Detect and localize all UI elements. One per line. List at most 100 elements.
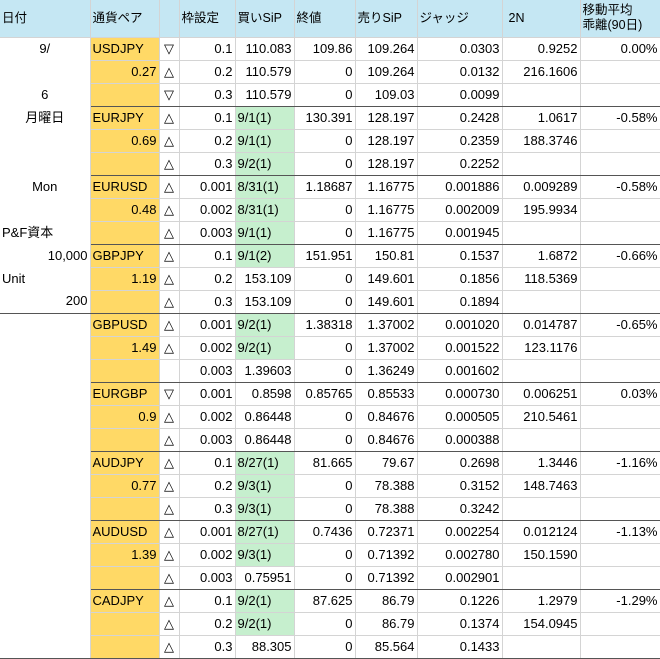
header-2n[interactable]: 2N: [502, 0, 581, 38]
close-value[interactable]: 0: [294, 198, 356, 222]
sell-ip-value[interactable]: 1.36249: [355, 359, 418, 383]
judge-value[interactable]: 0.002254: [417, 520, 503, 544]
slot-value[interactable]: 0.3: [179, 290, 236, 314]
left-cell[interactable]: [0, 543, 91, 566]
pair-label[interactable]: EURJPY: [90, 106, 160, 130]
two-n-value[interactable]: 150.1590: [502, 543, 581, 567]
two-n-value[interactable]: 188.3746: [502, 129, 581, 153]
pair-label[interactable]: USDJPY: [90, 37, 160, 61]
buy-ip-value[interactable]: 9/2(1): [235, 589, 295, 613]
pair-label[interactable]: AUDUSD: [90, 520, 160, 544]
trend-arrow[interactable]: △: [159, 635, 180, 659]
header-pair[interactable]: 通貨ペア: [90, 0, 160, 38]
ma-deviation[interactable]: -0.58%: [580, 106, 660, 130]
two-n-value[interactable]: [502, 428, 581, 452]
two-n-value[interactable]: 0.9252: [502, 37, 581, 61]
left-cell[interactable]: [0, 474, 91, 497]
pair-label[interactable]: GBPJPY: [90, 244, 160, 268]
ma-empty-cell[interactable]: [580, 359, 660, 383]
slot-value[interactable]: 0.3: [179, 152, 236, 176]
sell-ip-value[interactable]: 0.84676: [355, 405, 418, 429]
pair-ratio[interactable]: 0.9: [90, 405, 160, 429]
sell-ip-value[interactable]: 128.197: [355, 129, 418, 153]
ma-deviation[interactable]: -0.66%: [580, 244, 660, 268]
two-n-value[interactable]: 148.7463: [502, 474, 581, 498]
left-cell[interactable]: [0, 336, 91, 359]
sell-ip-value[interactable]: 109.264: [355, 60, 418, 84]
left-cell[interactable]: [0, 60, 91, 83]
left-cell[interactable]: [0, 359, 91, 382]
ma-deviation[interactable]: -0.65%: [580, 313, 660, 337]
ma-empty-cell[interactable]: [580, 267, 660, 291]
header-date[interactable]: 日付: [0, 0, 91, 38]
two-n-value[interactable]: 123.1176: [502, 336, 581, 360]
buy-ip-value[interactable]: 0.8598: [235, 382, 295, 406]
buy-ip-value[interactable]: 9/2(1): [235, 152, 295, 176]
capital-value[interactable]: 10,000: [0, 244, 91, 267]
sell-ip-value[interactable]: 1.37002: [355, 313, 418, 337]
trend-arrow[interactable]: △: [159, 520, 180, 544]
buy-ip-value[interactable]: 8/27(1): [235, 451, 295, 475]
slot-value[interactable]: 0.1: [179, 37, 236, 61]
slot-value[interactable]: 0.002: [179, 198, 236, 222]
trend-arrow[interactable]: △: [159, 198, 180, 222]
slot-value[interactable]: 0.2: [179, 129, 236, 153]
buy-ip-value[interactable]: 110.083: [235, 37, 295, 61]
judge-value[interactable]: 0.0132: [417, 60, 503, 84]
judge-value[interactable]: 0.2698: [417, 451, 503, 475]
sell-ip-value[interactable]: 86.79: [355, 612, 418, 636]
judge-value[interactable]: 0.000388: [417, 428, 503, 452]
close-value[interactable]: 0: [294, 60, 356, 84]
close-value[interactable]: 87.625: [294, 589, 356, 613]
header-close[interactable]: 終値: [294, 0, 356, 38]
judge-value[interactable]: 0.002009: [417, 198, 503, 222]
judge-value[interactable]: 0.3152: [417, 474, 503, 498]
sell-ip-value[interactable]: 86.79: [355, 589, 418, 613]
slot-value[interactable]: 0.002: [179, 336, 236, 360]
two-n-value[interactable]: 0.014787: [502, 313, 581, 337]
left-cell[interactable]: [0, 198, 91, 221]
buy-ip-value[interactable]: 110.579: [235, 60, 295, 84]
ma-empty-cell[interactable]: [580, 497, 660, 521]
buy-ip-value[interactable]: 9/1(1): [235, 106, 295, 130]
ma-empty-cell[interactable]: [580, 290, 660, 314]
pair-ratio[interactable]: 0.77: [90, 474, 160, 498]
sell-ip-value[interactable]: 1.16775: [355, 221, 418, 245]
buy-ip-value[interactable]: 9/3(1): [235, 474, 295, 498]
close-value[interactable]: 0.7436: [294, 520, 356, 544]
trend-arrow[interactable]: △: [159, 244, 180, 268]
ma-empty-cell[interactable]: [580, 566, 660, 590]
close-value[interactable]: 0: [294, 566, 356, 590]
slot-value[interactable]: 0.002: [179, 543, 236, 567]
close-value[interactable]: 0: [294, 497, 356, 521]
left-cell[interactable]: [0, 589, 91, 612]
pair-empty-cell[interactable]: [90, 497, 160, 521]
close-value[interactable]: 0: [294, 129, 356, 153]
trend-arrow[interactable]: △: [159, 474, 180, 498]
close-value[interactable]: 0: [294, 359, 356, 383]
sell-ip-value[interactable]: 128.197: [355, 152, 418, 176]
close-value[interactable]: 81.665: [294, 451, 356, 475]
buy-ip-value[interactable]: 9/1(1): [235, 221, 295, 245]
close-value[interactable]: 0: [294, 428, 356, 452]
pair-label[interactable]: EURGBP: [90, 382, 160, 406]
pair-empty-cell[interactable]: [90, 221, 160, 245]
ma-empty-cell[interactable]: [580, 428, 660, 452]
slot-value[interactable]: 0.2: [179, 60, 236, 84]
judge-value[interactable]: 0.001602: [417, 359, 503, 383]
close-value[interactable]: 0: [294, 336, 356, 360]
buy-ip-value[interactable]: 153.109: [235, 290, 295, 314]
header-ma[interactable]: 移動平均 乖離(90日): [580, 0, 660, 38]
slot-value[interactable]: 0.003: [179, 428, 236, 452]
pair-empty-cell[interactable]: [90, 359, 160, 383]
ma-empty-cell[interactable]: [580, 336, 660, 360]
header-sell-ip[interactable]: 売りSiP: [355, 0, 418, 38]
slot-value[interactable]: 0.001: [179, 382, 236, 406]
pair-empty-cell[interactable]: [90, 83, 160, 107]
sell-ip-value[interactable]: 78.388: [355, 474, 418, 498]
two-n-value[interactable]: 216.1606: [502, 60, 581, 84]
two-n-value[interactable]: 0.009289: [502, 175, 581, 199]
close-value[interactable]: 0: [294, 267, 356, 291]
two-n-value[interactable]: [502, 497, 581, 521]
pair-empty-cell[interactable]: [90, 566, 160, 590]
